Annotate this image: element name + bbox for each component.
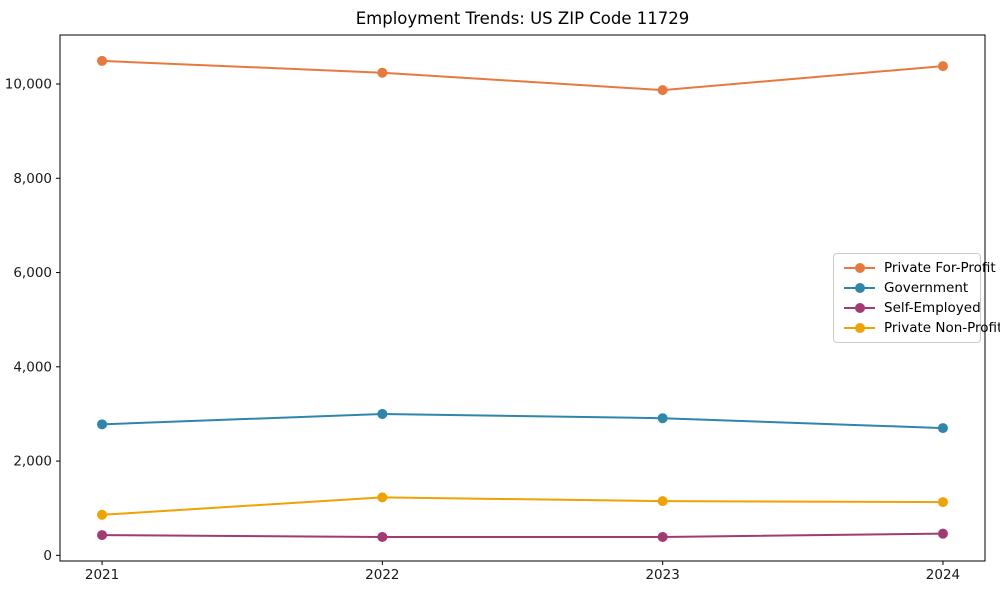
data-point xyxy=(937,61,948,72)
data-point xyxy=(937,423,948,434)
y-tick-label: 6,000 xyxy=(13,265,52,281)
legend-item-self-employed: Self-Employed xyxy=(844,298,981,318)
x-tick-label: 2022 xyxy=(365,567,399,583)
data-point xyxy=(657,531,668,542)
axes-spines xyxy=(59,34,986,562)
data-point xyxy=(377,492,388,503)
data-point xyxy=(97,55,108,66)
legend-line-sample-icon xyxy=(844,323,875,333)
legend-item-private-non-profit: Private Non-Profit xyxy=(844,318,1000,338)
legend-line-sample-icon xyxy=(844,303,875,313)
data-point xyxy=(657,85,668,96)
data-point xyxy=(937,528,948,539)
data-point xyxy=(97,509,108,520)
legend: Private For-Profit Government Self-Emplo… xyxy=(833,253,1000,343)
series-line-government xyxy=(102,412,943,430)
series-line-private-for-profit xyxy=(102,59,944,92)
y-tick-label: 2,000 xyxy=(13,454,52,470)
chart-title: Employment Trends: US ZIP Code 11729 xyxy=(355,9,690,28)
legend-line-sample-icon xyxy=(844,263,875,273)
x-tick-label: 2023 xyxy=(645,567,679,583)
y-tick-label: 8,000 xyxy=(13,171,52,187)
legend-line-sample-icon xyxy=(844,283,875,293)
legend-item-private-for-profit: Private For-Profit xyxy=(844,258,996,278)
data-point xyxy=(377,531,388,542)
legend-label: Government xyxy=(884,280,969,296)
data-point xyxy=(937,497,948,508)
data-point xyxy=(97,419,108,430)
data-point xyxy=(377,67,388,78)
series-line-private-non-profit xyxy=(101,496,943,516)
y-tick-label: 4,000 xyxy=(13,359,52,375)
x-tick-label: 2021 xyxy=(85,567,119,583)
data-point xyxy=(377,408,388,419)
series-line-self-employed xyxy=(102,532,943,538)
legend-label: Self-Employed xyxy=(884,300,981,316)
data-point xyxy=(97,530,108,541)
x-tick-label: 2024 xyxy=(926,567,960,583)
legend-item-government: Government xyxy=(844,278,974,298)
y-tick-label: 0 xyxy=(43,548,52,564)
data-point xyxy=(657,413,668,424)
data-point xyxy=(657,496,668,507)
legend-label: Private For-Profit xyxy=(884,260,996,276)
y-tick-label: 10,000 xyxy=(5,77,52,93)
legend-label: Private Non-Profit xyxy=(884,320,1000,336)
